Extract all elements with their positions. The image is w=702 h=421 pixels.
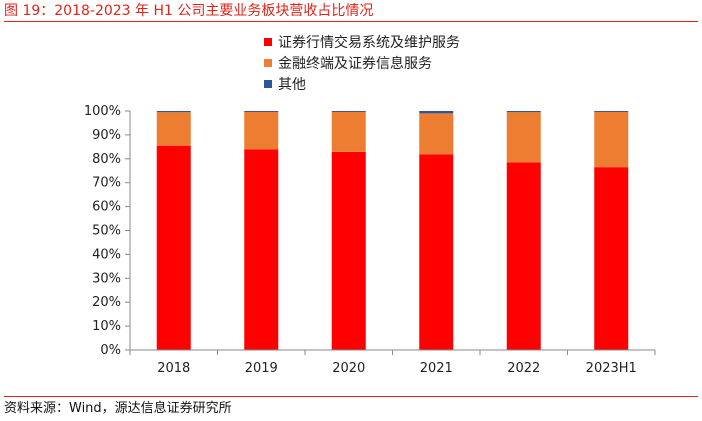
bar-segment-2022-s2 bbox=[506, 111, 541, 113]
bar-segment-2023H1-s2 bbox=[594, 111, 629, 112]
bar-segment-2019-s2 bbox=[244, 111, 279, 112]
bar-segment-2023H1-s1 bbox=[594, 111, 629, 168]
y-tick-label: 0% bbox=[100, 343, 121, 358]
bar-segment-2021-s1 bbox=[419, 113, 454, 155]
legend-label-1: 金融终端及证券信息服务 bbox=[278, 55, 432, 72]
x-tick-label: 2022 bbox=[507, 361, 540, 376]
legend-swatch-1 bbox=[264, 59, 272, 67]
y-tick-label: 30% bbox=[92, 271, 121, 286]
x-tick-label: 2021 bbox=[420, 361, 453, 376]
bar-segment-2020-s2 bbox=[331, 111, 366, 112]
y-axis: 0% 10% 20% 30% 40% 50% 60% 70% 80% 90% 100% bbox=[84, 104, 131, 358]
y-tick-label: 70% bbox=[92, 176, 121, 191]
y-tick-label: 50% bbox=[92, 224, 121, 239]
bar-segment-2019-s1 bbox=[244, 111, 279, 150]
y-tick-label: 40% bbox=[92, 247, 121, 262]
y-tick-label: 60% bbox=[92, 200, 121, 215]
bar-segment-2022-s0 bbox=[506, 162, 541, 350]
y-tick-label: 100% bbox=[84, 104, 121, 119]
y-tick-label: 20% bbox=[92, 295, 121, 310]
bar-segment-2021-s2 bbox=[419, 111, 454, 114]
bar-segment-2020-s1 bbox=[331, 111, 366, 152]
bar-segment-2022-s1 bbox=[506, 112, 541, 163]
x-tick-label: 2018 bbox=[157, 361, 190, 376]
x-tick-label: 2019 bbox=[245, 361, 278, 376]
y-tick-label: 10% bbox=[92, 319, 121, 334]
bars-group bbox=[156, 111, 629, 350]
bar-segment-2019-s0 bbox=[244, 149, 279, 350]
bar-segment-2021-s0 bbox=[419, 154, 454, 350]
legend-label-0: 证券行情交易系统及维护服务 bbox=[278, 34, 460, 51]
bar-segment-2018-s1 bbox=[156, 112, 191, 146]
x-tick-label: 2020 bbox=[332, 361, 365, 376]
x-axis: 2018 2019 2020 2021 2022 2023H1 bbox=[129, 349, 656, 376]
bar-segment-2018-s2 bbox=[156, 111, 191, 113]
legend-swatch-2 bbox=[264, 80, 272, 88]
figure-source: 资料来源：Wind，源达信息证券研究所 bbox=[4, 396, 698, 421]
bar-segment-2020-s0 bbox=[331, 151, 366, 350]
bar-segment-2023H1-s0 bbox=[594, 167, 629, 350]
legend-label-2: 其他 bbox=[278, 77, 306, 93]
figure-title: 图 19：2018-2023 年 H1 公司主要业务板块营收占比情况 bbox=[4, 0, 698, 22]
bar-segment-2018-s0 bbox=[156, 145, 191, 350]
x-tick-label: 2023H1 bbox=[586, 361, 637, 376]
legend-swatch-0 bbox=[264, 38, 272, 46]
y-tick-label: 80% bbox=[92, 152, 121, 167]
y-tick-label: 90% bbox=[92, 128, 121, 143]
